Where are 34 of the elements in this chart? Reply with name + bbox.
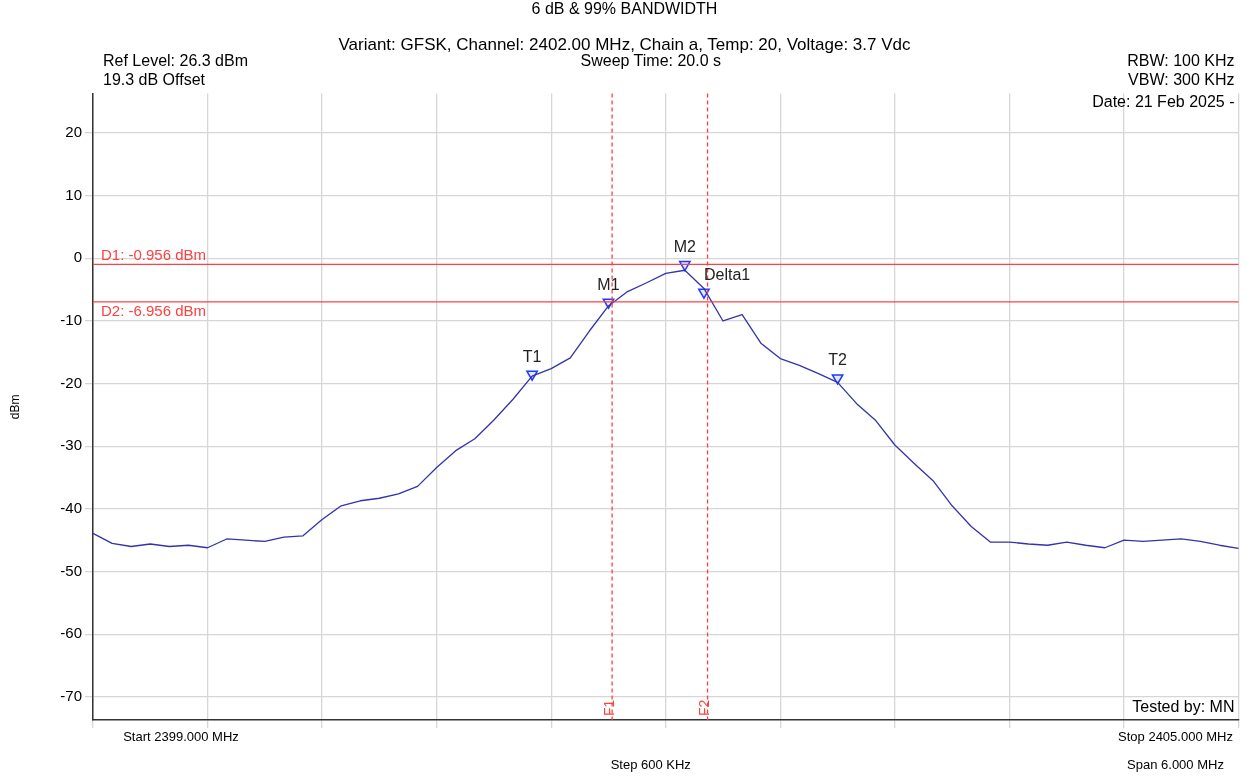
chart-title: 6 dB & 99% BANDWIDTH (531, 0, 718, 18)
ref-line-label: D2: -6.956 dBm (101, 301, 207, 319)
y-tick-label: 20 (65, 123, 82, 141)
annotation: Tested by: MN (1132, 698, 1235, 716)
y-tick-label: -60 (60, 624, 82, 642)
point (831, 374, 844, 385)
chart-subtitle: Variant: GFSK, Channel: 2402.00 MHz, Chain a, Temp: 20, Voltage: 3.7 Vdc (338, 35, 912, 55)
data-label: Delta1 (703, 265, 751, 283)
y-tick-label: 10 (65, 185, 82, 203)
text: RBW: 100 KHz (1127, 52, 1235, 70)
text: Sweep Time: 20.0 s (580, 52, 722, 70)
y-tick-label: -70 (60, 686, 82, 704)
ref-line-label: D1: -0.956 dBm (101, 245, 207, 263)
data-label: M1 (597, 275, 620, 293)
text: 19.3 dB Offset (103, 71, 206, 89)
y-tick-label: -50 (60, 561, 82, 579)
y-tick-label: -20 (60, 373, 82, 391)
text: VBW: 300 KHz (1128, 71, 1235, 89)
y-tick-label: -40 (60, 499, 82, 517)
annotation: F1 (600, 699, 617, 716)
y-tick-label: -10 (60, 311, 82, 329)
data-label: T2 (828, 351, 848, 369)
annotation: F2 (696, 699, 713, 716)
data-label: M2 (673, 238, 697, 256)
text: Step 600 KHz (610, 757, 691, 773)
text: Start 2399.000 MHz (123, 729, 239, 745)
text: Span 6.000 MHz (1127, 757, 1224, 773)
y-tick-label: -30 (60, 436, 82, 454)
text: Stop 2405.000 MHz (1118, 729, 1233, 745)
data-label: T1 (522, 347, 542, 365)
y-axis-title: dBm (7, 394, 22, 420)
y-tick-label: 0 (73, 248, 82, 266)
annotation: Date: 21 Feb 2025 - (1092, 93, 1235, 111)
text: Ref Level: 26.3 dBm (103, 52, 248, 70)
